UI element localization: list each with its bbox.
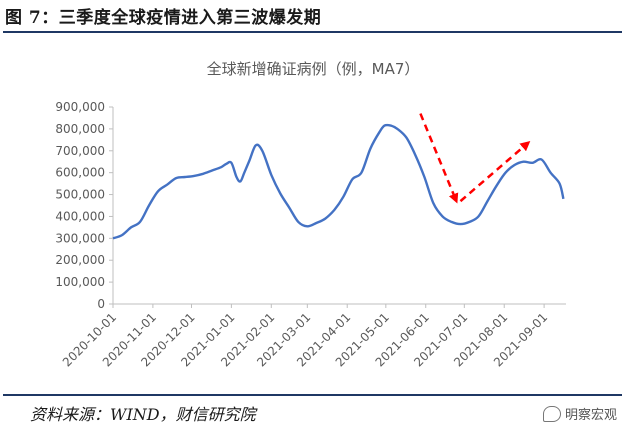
y-tick-label: 900,000 bbox=[55, 100, 105, 114]
downtrend-arrow bbox=[419, 113, 459, 204]
y-tick-label: 800,000 bbox=[55, 122, 105, 136]
uptrend-arrow bbox=[459, 140, 531, 203]
figure-title: 图 7：三季度全球疫情进入第三波爆发期 bbox=[5, 8, 322, 28]
y-tick-label: 600,000 bbox=[55, 166, 105, 180]
source-note: 资料来源：WIND，财信研究院 bbox=[30, 405, 256, 424]
series-line bbox=[112, 123, 565, 240]
bottom-rule bbox=[3, 394, 622, 396]
y-tick-label: 700,000 bbox=[55, 144, 105, 158]
top-rule bbox=[3, 31, 622, 33]
y-tick-label: 400,000 bbox=[55, 209, 105, 223]
line-chart: 全球新增确证病例（例，MA7） 0 100,000 200,000 300,000 400… bbox=[55, 60, 566, 369]
chart-title: 全球新增确证病例（例，MA7） bbox=[207, 60, 420, 78]
y-tick-label: 300,000 bbox=[55, 231, 105, 245]
y-tick-label: 200,000 bbox=[55, 253, 105, 267]
watermark: 明察宏观 bbox=[542, 404, 617, 423]
wechat-icon bbox=[542, 405, 561, 422]
y-tick-label: 100,000 bbox=[55, 275, 105, 289]
y-tick-label: 500,000 bbox=[55, 188, 105, 202]
y-tick-label: 0 bbox=[97, 297, 105, 311]
watermark-text: 明察宏观 bbox=[564, 408, 617, 423]
